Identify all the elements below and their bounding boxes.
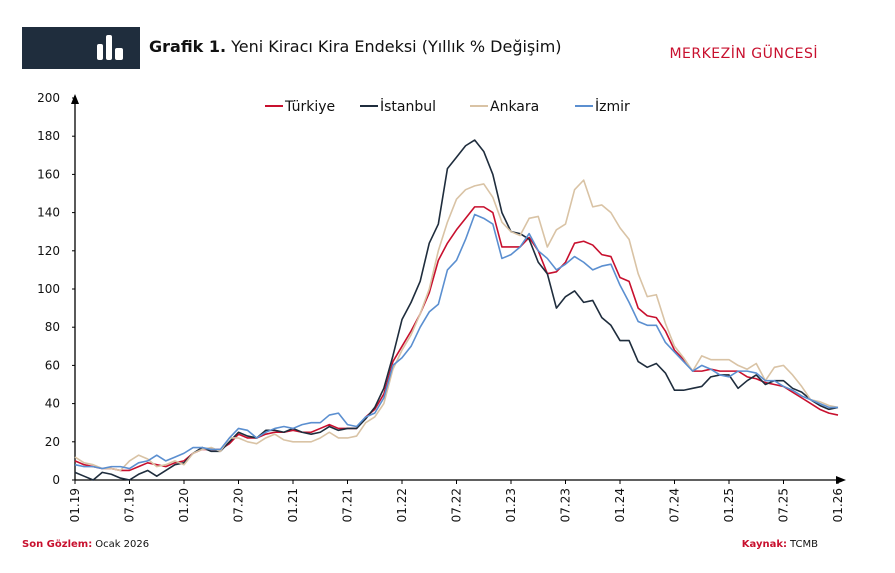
footer-left-label: Son Gözlem: xyxy=(22,539,92,550)
footer-right-label: Kaynak: xyxy=(742,539,787,550)
x-tick-label: 01.22 xyxy=(395,488,409,522)
legend-label: İzmir xyxy=(595,97,630,115)
x-tick-label: 01.25 xyxy=(722,488,736,522)
header-icon xyxy=(97,35,123,60)
x-tick-label: 07.20 xyxy=(232,488,246,522)
title-label: Grafik 1. xyxy=(149,37,226,56)
x-tick-label: 07.22 xyxy=(450,488,464,522)
y-tick-label: 160 xyxy=(37,167,60,181)
y-tick-label: 120 xyxy=(37,244,60,258)
x-tick-label: 07.19 xyxy=(123,488,137,522)
series-line xyxy=(74,206,839,472)
series-line xyxy=(74,179,839,472)
x-tick-label: 07.23 xyxy=(559,488,573,522)
legend-label: Türkiye xyxy=(284,99,335,115)
y-tick-label: 100 xyxy=(37,282,60,296)
brand: MERKEZİN GÜNCESİ xyxy=(669,44,818,62)
y-tick-label: 80 xyxy=(45,320,60,334)
series-line xyxy=(74,213,838,470)
footer-right: Kaynak: TCMB xyxy=(742,539,818,550)
header-box xyxy=(22,27,140,69)
footer-right-value: TCMB xyxy=(789,539,818,550)
y-tick-label: 60 xyxy=(45,358,60,372)
y-tick-label: 40 xyxy=(45,397,60,411)
y-tick-label: 0 xyxy=(52,473,60,487)
footer-left-value: Ocak 2026 xyxy=(95,539,149,550)
legend-label: İstanbul xyxy=(380,97,436,115)
x-tick-label: 01.19 xyxy=(68,488,82,522)
x-tick-label: 01.20 xyxy=(177,488,191,522)
x-tick-label: 01.21 xyxy=(286,488,300,522)
series-line xyxy=(74,139,839,481)
footer-left: Son Gözlem: Ocak 2026 xyxy=(22,539,149,550)
x-tick-label: 01.26 xyxy=(831,488,845,522)
y-tick-label: 140 xyxy=(37,206,60,220)
x-tick-label: 07.24 xyxy=(668,488,682,522)
x-tick-label: 01.23 xyxy=(504,488,518,522)
y-tick-label: 200 xyxy=(37,91,60,105)
x-tick-label: 07.21 xyxy=(341,488,355,522)
x-tick-label: 07.25 xyxy=(777,488,791,522)
y-tick-label: 180 xyxy=(37,129,60,143)
chart-title: Grafik 1. Yeni Kiracı Kira Endeksi (Yıllı… xyxy=(149,37,562,56)
title-text: Yeni Kiracı Kira Endeksi (Yıllık % Değiş… xyxy=(230,37,561,56)
y-tick-label: 20 xyxy=(45,435,60,449)
legend-label: Ankara xyxy=(490,99,539,115)
x-tick-label: 01.24 xyxy=(613,488,627,522)
